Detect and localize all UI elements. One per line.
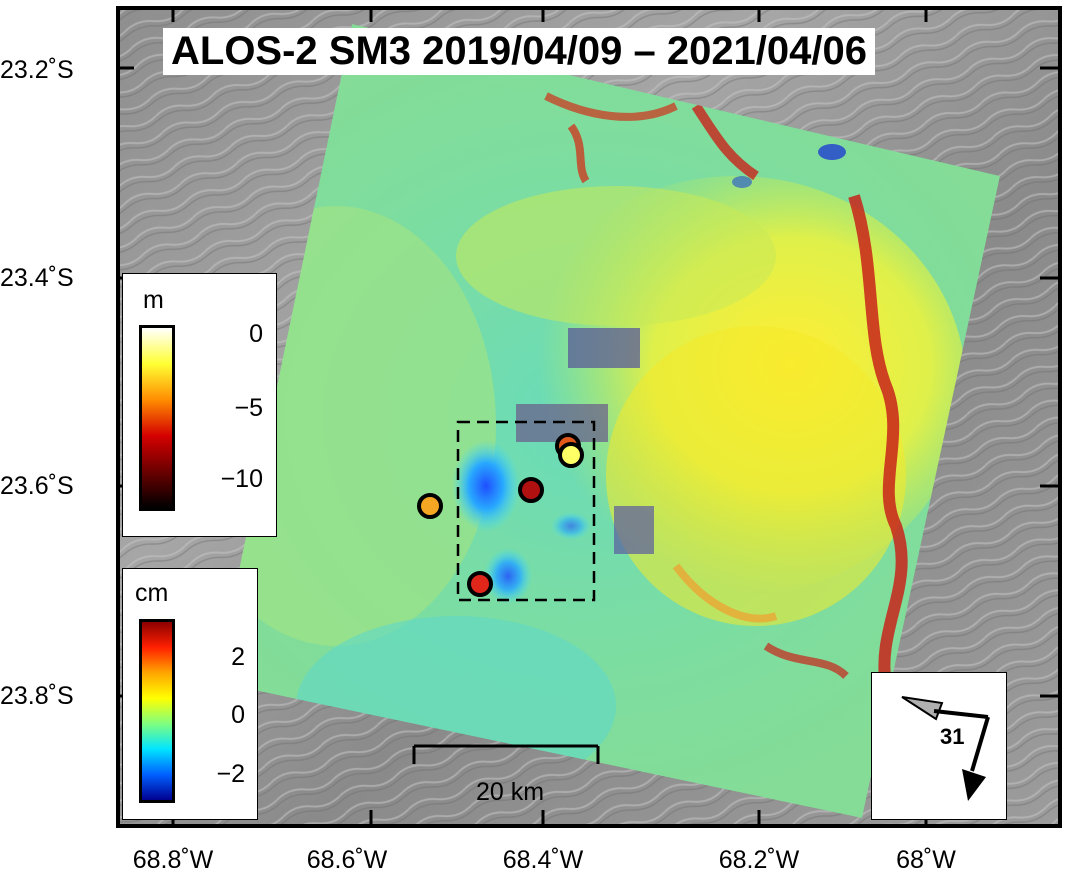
x-axis-label: 68.8˚W (132, 846, 214, 874)
colorbar-meters (139, 325, 175, 511)
legend-tick: −5 (234, 394, 263, 422)
y-axis-label: 23.2˚S (0, 56, 74, 84)
dashed-study-area (456, 420, 596, 602)
scale-bar-label: 20 km (475, 778, 545, 806)
x-axis-label: 68.2˚W (718, 846, 800, 874)
legend-meters: m 0 −5 −10 (122, 273, 277, 537)
x-axis-label: 68˚W (896, 846, 956, 874)
legend-unit: m (143, 286, 164, 314)
map-title: ALOS-2 SM3 2019/04/09 – 2021/04/06 (163, 28, 876, 75)
x-axis-label: 68.4˚W (502, 846, 584, 874)
legend-unit: cm (135, 579, 169, 607)
legend-tick: −2 (216, 760, 245, 788)
marker-red-south (467, 571, 493, 597)
y-axis-label: 23.6˚S (0, 472, 74, 500)
legend-centimeters: cm 2 0 −2 (122, 568, 258, 820)
x-axis-label: 68.6˚W (306, 846, 388, 874)
marker-darkred-center (518, 477, 544, 503)
y-axis-label: 23.8˚S (0, 682, 74, 710)
scale-bar (412, 744, 600, 764)
legend-tick: 0 (249, 320, 263, 348)
legend-tick: 0 (231, 701, 245, 729)
marker-yellow-northeast (558, 442, 584, 468)
legend-tick: −10 (220, 465, 263, 493)
y-axis-label: 23.4˚S (0, 264, 74, 292)
colorbar-centimeters (139, 619, 175, 803)
look-direction-box (871, 672, 1007, 820)
look-angle-label: 31 (940, 724, 965, 749)
marker-orange-west (417, 493, 443, 519)
satellite-direction-icon (901, 696, 990, 801)
legend-tick: 2 (231, 643, 245, 671)
